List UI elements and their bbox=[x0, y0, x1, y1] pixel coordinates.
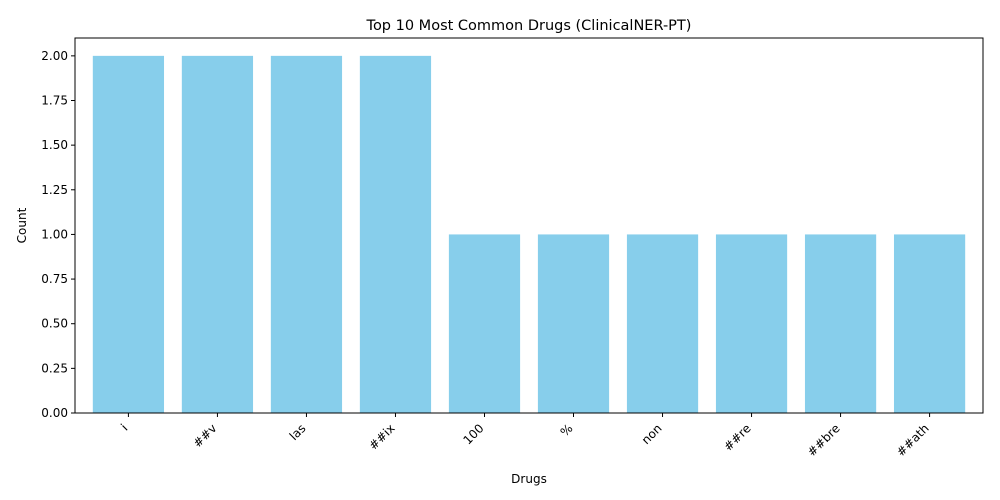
bar-8 bbox=[804, 234, 877, 413]
y-tick-label-3: 0.75 bbox=[41, 272, 68, 286]
bar-7 bbox=[715, 234, 788, 413]
y-tick-label-6: 1.50 bbox=[41, 138, 68, 152]
bar-5 bbox=[537, 234, 610, 413]
y-tick-label-2: 0.50 bbox=[41, 317, 68, 331]
bar-3 bbox=[359, 55, 432, 413]
bar-0 bbox=[92, 55, 165, 413]
y-tick-label-7: 1.75 bbox=[41, 94, 68, 108]
y-tick-label-4: 1.00 bbox=[41, 227, 68, 241]
x-tick-label-6: non bbox=[639, 421, 665, 447]
y-tick-label-5: 1.25 bbox=[41, 183, 68, 197]
x-axis-label: Drugs bbox=[511, 472, 547, 486]
y-tick-label-1: 0.25 bbox=[41, 361, 68, 375]
bar-4 bbox=[448, 234, 521, 413]
x-tick-label-1: ##v bbox=[190, 421, 219, 450]
x-tick-label-4: 100 bbox=[461, 421, 487, 447]
bar-1 bbox=[181, 55, 254, 413]
x-tick-label-8: ##bre bbox=[805, 421, 843, 459]
x-tick-label-7: ##re bbox=[721, 421, 754, 454]
y-tick-label-0: 0.00 bbox=[41, 406, 68, 420]
x-tick-label-3: ##ix bbox=[366, 421, 397, 452]
x-tick-label-9: ##ath bbox=[894, 421, 932, 459]
y-tick-label-8: 2.00 bbox=[41, 49, 68, 63]
bar-6 bbox=[626, 234, 699, 413]
x-tick-label-0: i bbox=[118, 421, 130, 433]
x-axis-ticks: i ##v las ##ix 100% non ##re ##bre ##ath bbox=[118, 413, 932, 459]
bars bbox=[92, 55, 966, 413]
chart-title: Top 10 Most Common Drugs (ClinicalNER-PT… bbox=[366, 18, 692, 34]
y-axis-label: Count bbox=[15, 207, 29, 243]
plot-frame bbox=[74, 37, 984, 414]
x-tick-label-5: % bbox=[558, 421, 576, 439]
bar-9 bbox=[893, 234, 966, 413]
x-tick-label-2: las bbox=[287, 421, 309, 443]
bar-2 bbox=[270, 55, 343, 413]
y-axis-ticks: 0.00 0.25 0.50 0.75 1.00 1.25 1.50 1.75 2.00 bbox=[41, 49, 75, 420]
